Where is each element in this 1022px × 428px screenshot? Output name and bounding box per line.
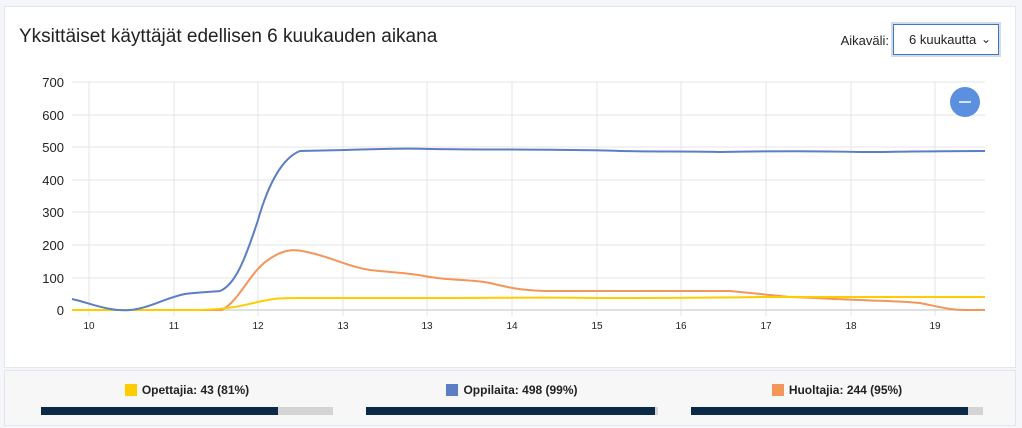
svg-text:600: 600 <box>42 108 64 123</box>
stats-footer: Opettajia: 43 (81%) Oppilaita: 498 (99%)… <box>4 370 1016 426</box>
range-select-value: 6 kuukautta <box>909 32 977 47</box>
grid <box>72 81 985 316</box>
svg-text:16: 16 <box>675 321 687 332</box>
collapse-button[interactable] <box>950 87 980 117</box>
svg-text:200: 200 <box>42 238 64 253</box>
stat-label-huoltajia: Huoltajia: 244 (95%) <box>788 383 903 397</box>
svg-text:14: 14 <box>506 321 518 332</box>
svg-text:18: 18 <box>845 321 857 332</box>
progress-fill <box>41 407 278 415</box>
svg-text:12: 12 <box>252 321 264 332</box>
svg-text:700: 700 <box>42 75 64 90</box>
svg-text:100: 100 <box>42 271 64 286</box>
svg-text:11: 11 <box>169 321 180 332</box>
progress-bar-oppilaita <box>366 407 658 415</box>
svg-text:500: 500 <box>42 140 64 155</box>
legend-swatch-oppilaita <box>446 384 459 396</box>
svg-text:15: 15 <box>591 321 603 332</box>
svg-text:10: 10 <box>83 321 95 332</box>
stat-oppilaita: Oppilaita: 498 (99%) <box>366 371 658 427</box>
svg-text:13: 13 <box>421 321 433 332</box>
svg-text:0: 0 <box>57 303 64 318</box>
stat-label-oppilaita: Oppilaita: 498 (99%) <box>463 383 578 397</box>
progress-bar-huoltajia <box>691 407 983 415</box>
svg-text:300: 300 <box>42 205 64 220</box>
svg-text:17: 17 <box>760 321 772 332</box>
progress-fill <box>691 407 969 415</box>
range-label: Aikaväli: <box>840 33 889 48</box>
range-select[interactable]: 6 kuukautta ⌄ <box>893 24 999 55</box>
stat-opettajia: Opettajia: 43 (81%) <box>41 371 333 427</box>
series-line-oppilaita <box>71 147 986 312</box>
svg-text:400: 400 <box>42 173 64 188</box>
svg-text:13: 13 <box>337 321 349 332</box>
stat-huoltajia: Huoltajia: 244 (95%) <box>691 371 983 427</box>
line-chart: 700 600 500 400 300 200 100 0 10 11 12 1… <box>42 75 986 332</box>
series-line-huoltajia <box>72 249 985 311</box>
x-tick-labels: 10 11 12 13 13 14 15 16 17 18 19 <box>83 321 941 332</box>
chart-card <box>4 6 1016 368</box>
chart-title: Yksittäiset käyttäjät edellisen 6 kuukau… <box>19 26 438 47</box>
legend-swatch-huoltajia <box>771 384 784 396</box>
legend-swatch-opettajia <box>124 384 137 396</box>
svg-text:19: 19 <box>929 321 941 332</box>
series-line-opettajia <box>72 295 985 311</box>
stat-label-opettajia: Opettajia: 43 (81%) <box>141 383 250 397</box>
chevron-down-icon: ⌄ <box>980 32 991 46</box>
progress-bar-opettajia <box>41 407 333 415</box>
progress-fill <box>366 407 656 415</box>
y-tick-labels: 700 600 500 400 300 200 100 0 <box>42 75 64 318</box>
